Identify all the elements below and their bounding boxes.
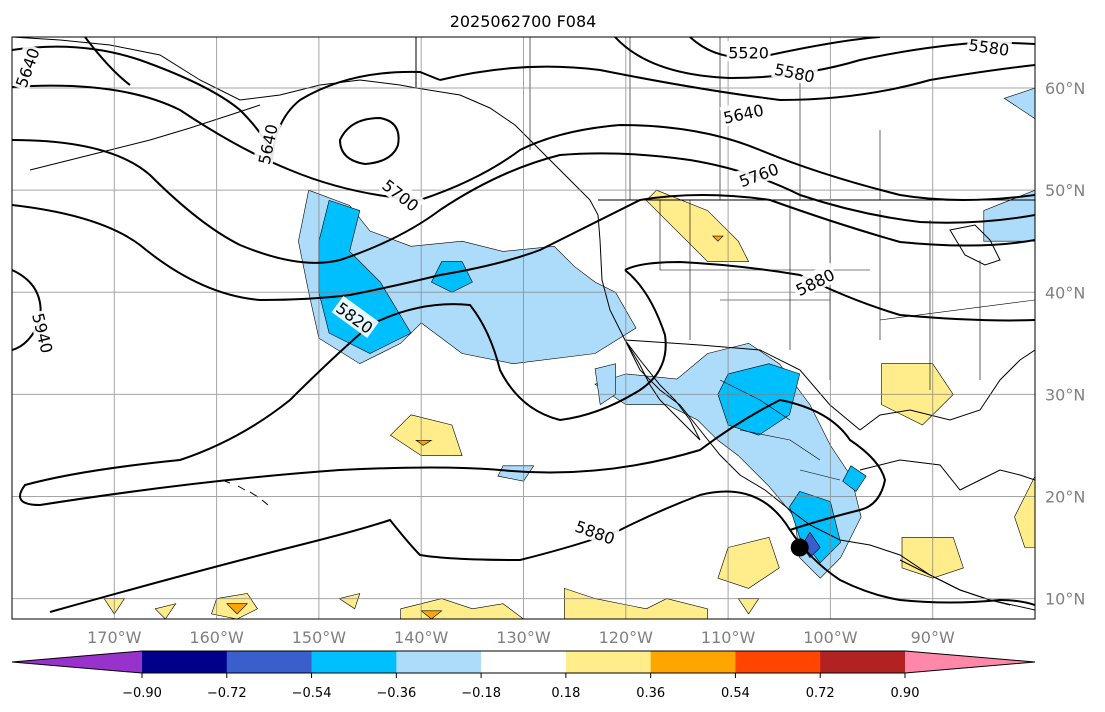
contour-closed-low [338,116,400,166]
shaded-region-17 [1014,475,1035,548]
colorbar-segment [481,651,567,673]
colorbar-tick-label: −0.36 [376,686,416,701]
lat-tick-label: 50°N [1045,181,1085,200]
lat-tick-label: 20°N [1045,487,1085,506]
lon-tick-label: 90°W [911,628,955,647]
colorbar-tick-label: 0.90 [891,686,920,701]
colorbar-segment [396,651,482,673]
colorbar-tick-label: −0.90 [122,686,162,701]
lon-tick-label: 160°W [189,628,244,647]
colorbar: −0.90 −0.72 −0.54 −0.36 −0.18 0.18 0.36 0.54 0.7… [11,650,1036,701]
shaded-region-20 [564,587,708,619]
colorbar-extend-low [12,651,142,673]
colorbar-segment [565,651,652,673]
colorbar-extend-high [905,651,1035,673]
mexico-state-lines [719,379,841,481]
yucatan-coast [859,459,1035,491]
lon-tick-label: 170°W [87,628,142,647]
colorbar-segment [820,651,906,673]
lat-tick-label: 30°N [1045,385,1085,404]
shaded-region-7 [842,465,867,492]
lon-tick-label: 110°W [701,628,756,647]
colorbar-segment [650,651,736,673]
great-lakes [949,224,1001,266]
shaded-region-10 [1003,87,1035,120]
map-title: 2025062700 F084 [450,12,597,31]
canada-province-lines [529,37,881,200]
longitude-axis-labels: 170°W 160°W 150°W 140°W 130°W 120°W 110°W 100°W… [87,628,955,647]
shaded-region-28 [712,235,724,242]
lon-tick-label: 140°W [394,628,449,647]
baja-california-coast [624,339,701,441]
us-mexico-border [624,339,861,431]
colorbar-segment [226,651,313,673]
north-america-west-coast [415,37,1035,611]
contour-label: 5520 [726,41,771,62]
central-america-coast [899,559,1011,606]
gulf-of-mexico-coast [859,349,1035,431]
map-area[interactable]: 5640 552055805580564056405700576058805820… [9,33,1036,620]
contour-5880-ridge [19,269,887,531]
colorbar-segment [311,651,397,673]
lat-tick-label: 40°N [1045,283,1085,302]
shaded-region-2 [430,261,473,293]
lat-tick-label: 60°N [1045,79,1085,98]
latitude-axis-labels: 60°N 50°N 40°N 30°N 20°N 10°N [1045,79,1085,609]
shaded-region-26 [420,610,443,619]
lon-tick-label: 120°W [599,628,654,647]
contour-5640-low [84,37,131,86]
alaska-coast [12,37,417,101]
contour-label: 5580 [965,33,1013,60]
colorbar-segment [142,651,228,673]
contour-5760 [12,139,1035,264]
aleutian-chain [29,104,261,171]
shaded-region-22 [154,603,177,619]
map-frame [11,36,1036,620]
colorbar-tick-label: −0.54 [292,686,332,701]
lon-tick-label: 130°W [496,628,551,647]
colorbar-tick-label: 0.18 [551,686,580,701]
shaded-region-11 [983,189,1035,242]
shaded-region-15 [717,536,780,589]
contour-5640-north [439,64,1035,102]
shaded-region-25 [226,603,249,615]
shaded-region-27 [415,439,433,446]
shaded-region-23 [338,593,361,610]
lon-tick-label: 150°W [292,628,347,647]
colorbar-tick-label: −0.72 [207,686,247,701]
svg-text:5520: 5520 [728,43,769,62]
contour-5880-south [49,490,1035,613]
contour-5820 [12,194,1035,302]
colorbar-tick-label: 0.72 [806,686,835,701]
lon-tick-label: 100°W [803,628,858,647]
shaded-region-12 [645,189,750,262]
colorbar-tick-label: −0.18 [461,686,501,701]
hawaii-islands [221,479,269,506]
colorbar-tick-label: 0.36 [636,686,665,701]
location-marker[interactable] [790,538,809,557]
colorbar-tick-label: 0.54 [721,686,750,701]
lat-tick-label: 10°N [1045,590,1085,609]
colorbar-segment [735,651,821,673]
shaded-region-13 [390,414,463,456]
contour-5700 [12,84,1035,202]
